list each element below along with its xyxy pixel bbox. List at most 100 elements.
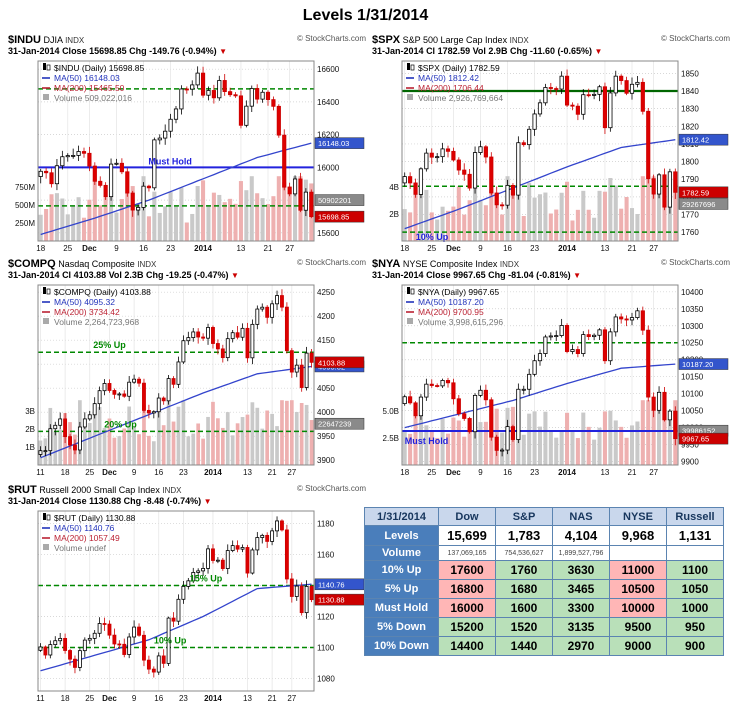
row-label: 10% Down bbox=[364, 636, 439, 656]
svg-text:10250: 10250 bbox=[681, 339, 704, 348]
stockcharts-credit: © StockCharts.com bbox=[660, 34, 730, 43]
svg-text:2014: 2014 bbox=[558, 468, 576, 477]
svg-text:Volume 2,264,723,968: Volume 2,264,723,968 bbox=[54, 317, 139, 327]
table-value-cell: 1100 bbox=[666, 560, 724, 580]
svg-text:1850: 1850 bbox=[681, 69, 699, 78]
table-index-header: NAS bbox=[552, 507, 610, 526]
svg-text:1840: 1840 bbox=[681, 87, 699, 96]
svg-text:Must Hold: Must Hold bbox=[405, 436, 449, 446]
stockcharts-credit: © StockCharts.com bbox=[296, 484, 366, 493]
svg-text:5.0B: 5.0B bbox=[383, 407, 399, 416]
chart-exchange: INDX bbox=[65, 36, 85, 45]
svg-text:2014: 2014 bbox=[204, 468, 222, 477]
chart-compq[interactable]: © StockCharts.com $COMPQ Nasdaq Composit… bbox=[8, 258, 366, 478]
stockcharts-credit: © StockCharts.com bbox=[660, 258, 730, 267]
candlestick-plot-spx[interactable]: 10% Up1760177017801790180018101820183018… bbox=[372, 58, 730, 254]
table-value-cell: 14400 bbox=[438, 636, 496, 656]
svg-text:21: 21 bbox=[268, 468, 277, 477]
down-arrow-icon: ▼ bbox=[230, 271, 239, 280]
table-value-cell: 1,131 bbox=[666, 525, 724, 546]
chart-quote-line: 31-Jan-2014 Cl 4103.88 Vol 2.3B Chg -19.… bbox=[8, 270, 366, 282]
table-value-cell: 11000 bbox=[609, 560, 667, 580]
svg-text:250M: 250M bbox=[15, 219, 35, 228]
svg-text:MA(50) 1140.76: MA(50) 1140.76 bbox=[54, 523, 115, 533]
svg-text:10% Up: 10% Up bbox=[416, 232, 449, 242]
svg-text:1812.42: 1812.42 bbox=[682, 136, 709, 145]
chart-spx[interactable]: © StockCharts.com $SPX S&P 500 Large Cap… bbox=[372, 34, 730, 254]
svg-text:MA(50) 16148.03: MA(50) 16148.03 bbox=[54, 73, 120, 83]
svg-text:2014: 2014 bbox=[194, 244, 212, 253]
svg-text:16000: 16000 bbox=[317, 163, 340, 172]
svg-text:$COMPQ (Daily) 4103.88: $COMPQ (Daily) 4103.88 bbox=[54, 287, 151, 297]
svg-text:9: 9 bbox=[132, 694, 137, 703]
svg-text:4150: 4150 bbox=[317, 336, 335, 345]
svg-text:13: 13 bbox=[600, 244, 609, 253]
svg-text:16: 16 bbox=[154, 694, 163, 703]
levels-table-grid: 1/31/2014 Dow S&P NAS NYSE Russell Levels 15,69… bbox=[364, 507, 724, 656]
table-value-cell bbox=[609, 545, 667, 561]
svg-text:13: 13 bbox=[243, 468, 252, 477]
svg-text:10400: 10400 bbox=[681, 288, 704, 297]
levels-table-row: Must Hold 16000 1600 3300 10000 1000 bbox=[364, 598, 724, 618]
row-label: Must Hold bbox=[364, 598, 439, 618]
svg-text:15% Up: 15% Up bbox=[190, 573, 223, 583]
svg-text:29267696: 29267696 bbox=[682, 200, 715, 209]
svg-text:11: 11 bbox=[36, 468, 45, 477]
svg-text:13: 13 bbox=[600, 468, 609, 477]
candlestick-plot-indu[interactable]: Must Hold1560015800160001620016400166007… bbox=[8, 58, 366, 254]
table-value-cell: 15200 bbox=[438, 617, 496, 637]
svg-text:13: 13 bbox=[236, 244, 245, 253]
levels-table: 1/31/2014 Dow S&P NAS NYSE Russell Levels 15,69… bbox=[364, 507, 724, 656]
svg-text:1830: 1830 bbox=[681, 105, 699, 114]
svg-text:16200: 16200 bbox=[317, 131, 340, 140]
svg-text:1180: 1180 bbox=[317, 519, 335, 528]
table-value-cell: 1760 bbox=[495, 560, 553, 580]
svg-text:MA(200) 1057.49: MA(200) 1057.49 bbox=[54, 533, 120, 543]
table-value-cell: 1,899,527,796 bbox=[552, 545, 610, 561]
svg-text:23: 23 bbox=[530, 244, 539, 253]
row-label: 5% Up bbox=[364, 579, 439, 599]
svg-text:Volume 3,998,615,296: Volume 3,998,615,296 bbox=[418, 317, 503, 327]
svg-text:10150: 10150 bbox=[681, 373, 704, 382]
svg-text:10050: 10050 bbox=[681, 407, 704, 416]
levels-table-row: 5% Up 16800 1680 3465 10500 1050 bbox=[364, 579, 724, 599]
svg-text:4200: 4200 bbox=[317, 312, 335, 321]
svg-text:23: 23 bbox=[179, 468, 188, 477]
table-value-cell: 9000 bbox=[609, 636, 667, 656]
table-value-cell: 3630 bbox=[552, 560, 610, 580]
chart-index-name: DJIA bbox=[43, 35, 63, 45]
svg-text:500M: 500M bbox=[15, 201, 35, 210]
svg-text:16600: 16600 bbox=[317, 65, 340, 74]
chart-quote-line: 31-Jan-2014 Close 15698.85 Chg -149.76 (… bbox=[8, 46, 366, 58]
table-value-cell: 1050 bbox=[666, 579, 724, 599]
chart-header: © StockCharts.com $COMPQ Nasdaq Composit… bbox=[8, 258, 366, 270]
stockcharts-credit: © StockCharts.com bbox=[296, 34, 366, 43]
svg-text:10300: 10300 bbox=[681, 322, 704, 331]
svg-text:1140.76: 1140.76 bbox=[318, 580, 345, 589]
table-value-cell: 1680 bbox=[495, 579, 553, 599]
chart-header: © StockCharts.com $INDU DJIA INDX bbox=[8, 34, 366, 46]
svg-text:25: 25 bbox=[63, 244, 72, 253]
svg-text:Dec: Dec bbox=[102, 468, 117, 477]
svg-text:10350: 10350 bbox=[681, 305, 704, 314]
chart-nya[interactable]: © StockCharts.com $NYA NYSE Composite In… bbox=[372, 258, 730, 478]
svg-text:Dec: Dec bbox=[446, 468, 461, 477]
chart-quote-line: 31-Jan-2014 Close 1130.88 Chg -8.48 (-0.… bbox=[8, 496, 366, 508]
stockcharts-credit: © StockCharts.com bbox=[296, 258, 366, 267]
table-value-cell: 137,069,165 bbox=[438, 545, 496, 561]
svg-text:25: 25 bbox=[85, 694, 94, 703]
quote-values: Cl 1782.59 Vol 2.9B Chg -11.60 (-0.65%) bbox=[426, 46, 592, 56]
candlestick-plot-nya[interactable]: Must Hold9900995010000100501010010150102… bbox=[372, 282, 730, 478]
chart-indu[interactable]: © StockCharts.com $INDU DJIA INDX 31-Jan… bbox=[8, 34, 366, 254]
chart-rut[interactable]: © StockCharts.com $RUT Russell 2000 Smal… bbox=[8, 484, 366, 704]
svg-text:1770: 1770 bbox=[681, 211, 699, 220]
table-value-cell: 3465 bbox=[552, 579, 610, 599]
chart-exchange: INDX bbox=[499, 260, 520, 269]
svg-text:10100: 10100 bbox=[681, 390, 704, 399]
quote-values: Close 9967.65 Chg -81.04 (-0.81%) bbox=[426, 270, 571, 280]
svg-text:9967.65: 9967.65 bbox=[682, 435, 709, 444]
svg-text:4103.88: 4103.88 bbox=[318, 358, 345, 367]
svg-text:9: 9 bbox=[478, 468, 483, 477]
